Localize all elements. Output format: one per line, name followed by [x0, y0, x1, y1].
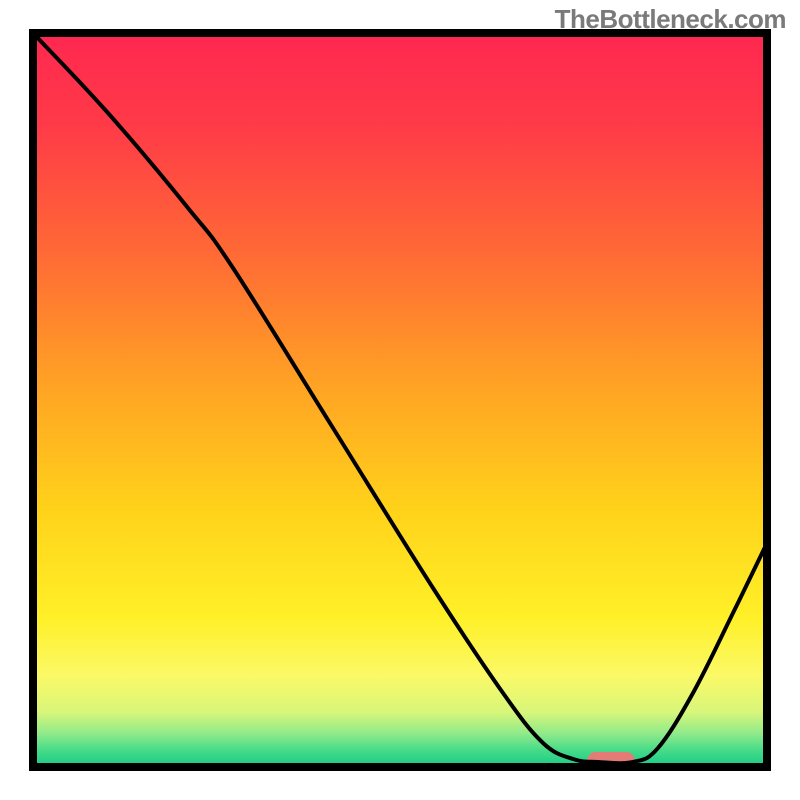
gradient-background [37, 37, 763, 763]
watermark-text: TheBottleneck.com [555, 4, 786, 35]
chart-svg [0, 0, 800, 800]
chart-container: TheBottleneck.com [0, 0, 800, 800]
